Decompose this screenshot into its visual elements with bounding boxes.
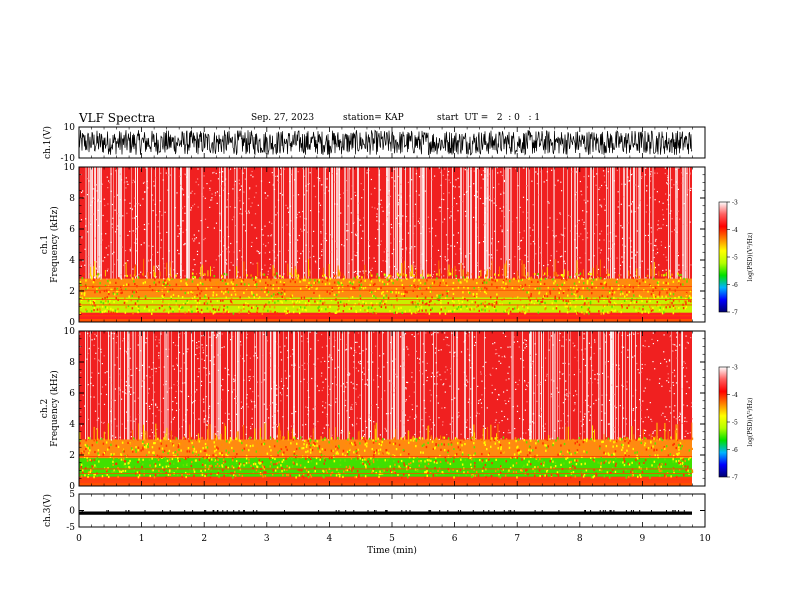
colorbar-tick-label: -6 — [732, 282, 738, 289]
y-tick-label: -10 — [61, 154, 76, 164]
ch3-ylabel: ch.3(V) — [42, 494, 53, 527]
y-tick-label: 0 — [69, 318, 75, 328]
colorbar-tick-label: -4 — [732, 227, 738, 234]
spectrogram-ylabel-channel: ch.2 — [40, 399, 50, 418]
spectrogram-ylabel-channel: ch.1 — [40, 235, 50, 254]
x-tick-label: 0 — [76, 534, 82, 544]
colorbar-tick-label: -7 — [732, 310, 738, 317]
y-tick-label: 5 — [69, 490, 75, 500]
y-tick-label: 10 — [64, 327, 76, 337]
colorbar-tick-label: -5 — [732, 255, 738, 262]
colorbar-tick-label: -5 — [732, 420, 738, 427]
ch1-spectrogram — [79, 167, 705, 322]
ch1-trace — [78, 129, 693, 156]
y-tick-label: 10 — [64, 163, 76, 173]
x-tick-label: 4 — [327, 534, 333, 544]
colorbar — [718, 366, 728, 478]
spectrogram-band — [79, 458, 692, 477]
colorbar-tick-label: -4 — [732, 392, 738, 399]
y-tick-label: 2 — [69, 287, 75, 297]
y-tick-label: 10 — [64, 123, 76, 133]
y-tick-label: 6 — [69, 389, 75, 399]
y-tick-label: 8 — [69, 194, 75, 204]
x-tick-label: 3 — [264, 534, 270, 544]
y-tick-label: 4 — [69, 420, 75, 430]
colorbar-label: log(PSD)(V²/Hz) — [747, 233, 754, 282]
y-tick-label: 6 — [69, 225, 75, 235]
spectrogram-ylabel-frequency: Frequency (kHz) — [49, 370, 60, 447]
date-label: Sep. 27, 2023 — [251, 113, 315, 123]
ch1-ylabel: ch.1(V) — [42, 126, 53, 159]
ch2-spectrogram — [79, 331, 705, 486]
colorbar-tick-label: -3 — [732, 200, 738, 207]
colorbar-tick-label: -6 — [732, 447, 738, 454]
spectrogram-ylabel-frequency: Frequency (kHz) — [49, 206, 60, 283]
x-tick-label: 10 — [699, 534, 711, 544]
chart-title: VLF Spectra — [79, 111, 156, 125]
x-tick-label: 8 — [577, 534, 583, 544]
ch3-trace — [79, 511, 692, 515]
x-tick-label: 9 — [640, 534, 646, 544]
x-tick-label: 7 — [514, 534, 520, 544]
y-tick-label: 2 — [69, 451, 75, 461]
x-tick-label: 2 — [201, 534, 207, 544]
station-label: station= KAP — [343, 113, 404, 123]
y-tick-label: 4 — [69, 256, 75, 266]
x-tick-label: 1 — [139, 534, 145, 544]
y-tick-label: -5 — [66, 523, 75, 533]
colorbar-tick-label: -3 — [732, 365, 738, 372]
y-tick-label: 0 — [69, 482, 75, 492]
colorbar-tick-label: -7 — [732, 475, 738, 482]
start-time-label: start UT = 2 : 0 : 1 — [437, 113, 541, 123]
colorbar-label: log(PSD)(V²/Hz) — [747, 398, 754, 447]
spectrogram-band — [79, 476, 692, 486]
y-tick-label: 0 — [69, 507, 75, 517]
x-tick-label: 5 — [389, 534, 395, 544]
y-tick-label: 8 — [69, 358, 75, 368]
x-tick-label: 6 — [452, 534, 458, 544]
x-axis-label: Time (min) — [367, 545, 417, 556]
colorbar — [718, 201, 728, 313]
spectrogram-band — [79, 312, 692, 322]
spectrogram-band — [79, 278, 692, 298]
